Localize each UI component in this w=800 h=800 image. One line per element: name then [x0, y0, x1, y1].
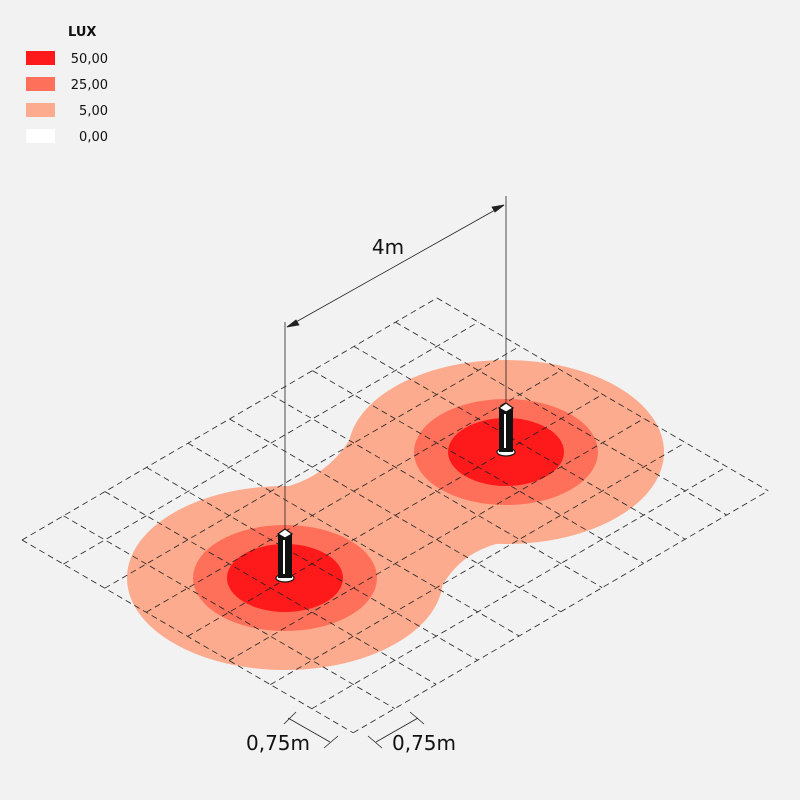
- grid-line: [270, 442, 686, 685]
- dimension-lines: [283, 196, 507, 749]
- legend-title: LUX: [68, 25, 96, 40]
- dimension-line: [286, 204, 505, 328]
- legend-swatch: [26, 103, 55, 117]
- grid-line: [312, 370, 644, 564]
- luminaire-top: [497, 402, 515, 413]
- grid-line: [187, 394, 603, 637]
- grid-line: [311, 466, 728, 710]
- tick: [409, 711, 425, 725]
- grid-line: [21, 297, 438, 541]
- grid-line: [104, 345, 521, 589]
- tick: [323, 735, 339, 749]
- grid-line: [228, 418, 645, 661]
- cell-label: 0,75m: [246, 731, 310, 755]
- luminaire-highlight: [504, 414, 506, 448]
- grid-line: [63, 321, 479, 565]
- luminaire-top: [276, 528, 294, 539]
- grid-line: [104, 491, 437, 685]
- legend: 50,00 25,00 5,00 0,00: [26, 51, 108, 145]
- cell-label: 0,75m: [392, 731, 456, 755]
- legend-label: 0,00: [79, 130, 108, 145]
- legend-label: 25,00: [71, 78, 108, 93]
- arrowheads: [286, 204, 505, 328]
- legend-swatch: [26, 77, 55, 91]
- tick: [367, 735, 383, 749]
- luminaire-highlight: [283, 540, 285, 574]
- dimension-line: [375, 717, 419, 743]
- grid-line: [270, 394, 603, 588]
- spacing-label: 4m: [372, 235, 404, 259]
- legend-label: 5,00: [79, 104, 108, 119]
- grid-line: [145, 369, 562, 613]
- legend-label: 50,00: [71, 52, 108, 67]
- grid-line: [352, 490, 769, 734]
- dimension-line: [287, 717, 331, 743]
- grid-line: [63, 515, 395, 709]
- legend-swatch: [26, 129, 55, 143]
- luminaires: [275, 402, 516, 583]
- legend-swatch: [26, 51, 55, 65]
- tick: [283, 711, 297, 725]
